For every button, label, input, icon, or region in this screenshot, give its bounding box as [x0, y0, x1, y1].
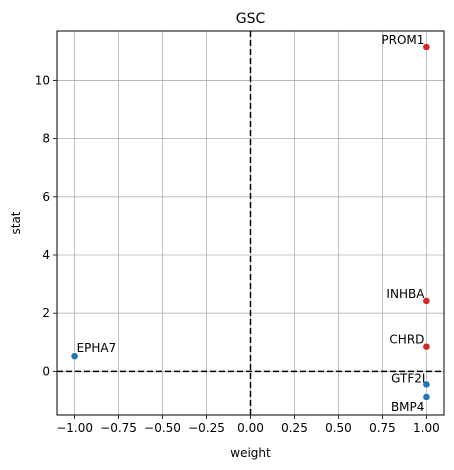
- x-tick-label: −0.50: [144, 421, 181, 435]
- data-points: [70, 43, 431, 401]
- y-tick-label: 6: [42, 190, 50, 204]
- point-labels: PROM1 INHBA CHRD GTF2I BMP4 EPHA7: [77, 33, 426, 414]
- y-tick-label: 10: [35, 73, 50, 87]
- x-axis-label: weight: [230, 446, 271, 460]
- data-point-inhba: [422, 297, 431, 305]
- point-label-gtf2i: GTF2I: [391, 371, 425, 385]
- x-tick-label: −0.75: [100, 421, 137, 435]
- x-tick-label: 0.25: [281, 421, 308, 435]
- x-tick-label: −0.25: [188, 421, 225, 435]
- y-tick-label: 2: [42, 306, 50, 320]
- point-label-inhba: INHBA: [386, 287, 425, 301]
- data-point-bmp4: [422, 393, 431, 401]
- data-point-prom1: [422, 43, 431, 51]
- x-tick-label: 0.50: [325, 421, 352, 435]
- y-axis-ticks: 0 2 4 6 8 10: [35, 73, 57, 378]
- point-label-bmp4: BMP4: [391, 400, 424, 414]
- point-label-epha7: EPHA7: [77, 341, 117, 355]
- x-tick-label: 1.00: [413, 421, 440, 435]
- point-label-prom1: PROM1: [381, 33, 424, 47]
- y-tick-label: 8: [42, 132, 50, 146]
- data-point-chrd: [422, 342, 431, 351]
- x-axis-ticks: −1.00 −0.75 −0.50 −0.25 0.00 0.25 0.50 0.75 1.00: [56, 415, 440, 435]
- x-tick-label: −1.00: [56, 421, 93, 435]
- chart-title: GSC: [236, 11, 266, 27]
- data-point-gtf2i: [422, 380, 431, 389]
- reference-lines: [57, 31, 444, 415]
- x-tick-label: 0.00: [237, 421, 264, 435]
- y-axis-label: stat: [9, 211, 23, 234]
- y-tick-label: 0: [42, 364, 50, 378]
- point-label-chrd: CHRD: [389, 333, 424, 347]
- x-tick-label: 0.75: [369, 421, 396, 435]
- y-tick-label: 4: [42, 248, 50, 262]
- data-point-epha7: [70, 352, 79, 361]
